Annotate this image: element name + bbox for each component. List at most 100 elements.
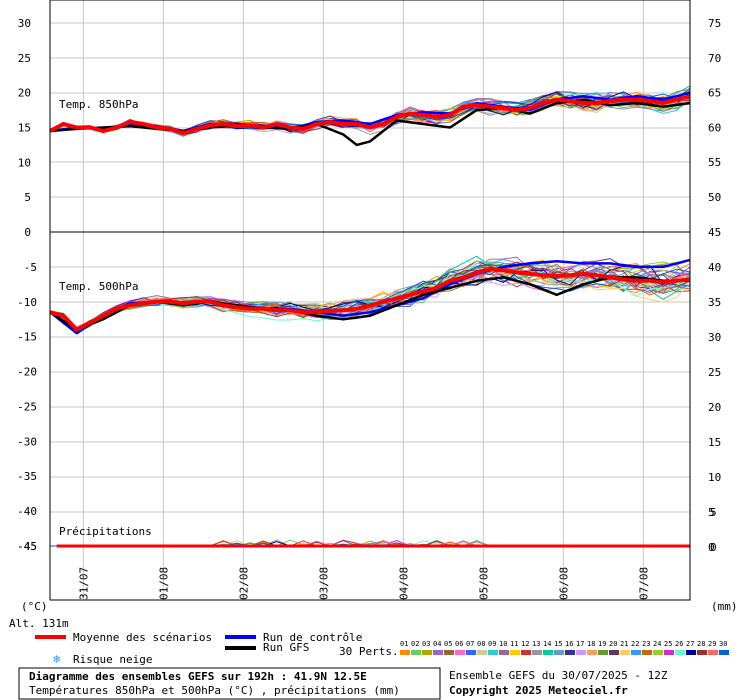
pert-swatch-13 xyxy=(532,650,542,655)
tick-label-right-500: 30 xyxy=(708,331,721,344)
pert-swatch-08 xyxy=(477,650,487,655)
tick-label-right-500: 5 xyxy=(708,506,715,519)
pert-swatch-03 xyxy=(422,650,432,655)
axis-ticks: 302520151050757065605550-5-10-15-20-25-3… xyxy=(17,17,721,600)
pert-number-24: 24 xyxy=(653,640,661,648)
tick-label-right-precip: 5 xyxy=(710,506,717,519)
pert-swatch-29 xyxy=(708,650,718,655)
tick-label-right-850: 60 xyxy=(708,121,721,134)
pert-swatch-01 xyxy=(400,650,410,655)
pert-swatch-07 xyxy=(466,650,476,655)
tick-label-left-500: -30 xyxy=(17,435,37,448)
pert-swatch-24 xyxy=(653,650,663,655)
footer-title: Diagramme des ensembles GEFS sur 192h : … xyxy=(29,670,367,683)
pert-number-15: 15 xyxy=(554,640,562,648)
series-line-850-0 xyxy=(49,94,691,136)
series-lines xyxy=(49,91,691,548)
tick-label-left-500: -10 xyxy=(17,296,37,309)
pert-swatch-04 xyxy=(433,650,443,655)
tick-label-left-850: 0 xyxy=(24,226,31,239)
pert-swatch-25 xyxy=(664,650,674,655)
pert-number-02: 02 xyxy=(411,640,419,648)
tick-label-left-850: 15 xyxy=(18,122,31,135)
pert-swatch-02 xyxy=(411,650,421,655)
x-tick-label: 04/08 xyxy=(397,567,410,600)
pert-number-12: 12 xyxy=(521,640,529,648)
tick-label-right-850: 65 xyxy=(708,87,721,100)
pert-number-25: 25 xyxy=(664,640,672,648)
x-tick-label: 05/08 xyxy=(477,567,490,600)
tick-label-left-850: 25 xyxy=(18,52,31,65)
panel-label-500: Temp. 500hPa xyxy=(59,280,138,293)
pert-swatch-22 xyxy=(631,650,641,655)
pert-number-30: 30 xyxy=(719,640,727,648)
tick-label-left-850: 10 xyxy=(18,156,31,169)
tick-label-right-500: 15 xyxy=(708,436,721,449)
tick-label-left-850: 20 xyxy=(18,87,31,100)
tick-label-left-500: -15 xyxy=(17,331,37,344)
pert-number-20: 20 xyxy=(609,640,617,648)
snowflake-icon: ❄ xyxy=(53,652,60,666)
pert-number-10: 10 xyxy=(499,640,507,648)
tick-label-right-500: 45 xyxy=(708,226,721,239)
pert-number-04: 04 xyxy=(433,640,441,648)
tick-label-right-500: 10 xyxy=(708,471,721,484)
pert-number-23: 23 xyxy=(642,640,650,648)
pert-swatch-26 xyxy=(675,650,685,655)
perts-legend-label: 30 Perts. xyxy=(339,645,399,658)
altitude-label: Alt. 131m xyxy=(9,617,69,630)
plot-frame xyxy=(49,0,691,601)
x-tick-label: 31/07 xyxy=(77,567,90,600)
tick-label-right-500: 35 xyxy=(708,296,721,309)
pert-number-19: 19 xyxy=(598,640,606,648)
tick-label-right-850: 55 xyxy=(708,156,721,169)
pert-swatch-06 xyxy=(455,650,465,655)
pert-swatch-14 xyxy=(543,650,553,655)
x-tick-label: 02/08 xyxy=(237,567,250,600)
pert-swatch-18 xyxy=(587,650,597,655)
pert-swatch-30 xyxy=(719,650,729,655)
x-tick-label: 06/08 xyxy=(557,567,570,600)
pert-number-14: 14 xyxy=(543,640,551,648)
panel-label-850: Temp. 850hPa xyxy=(59,98,138,111)
pert-swatch-12 xyxy=(521,650,531,655)
pert-number-21: 21 xyxy=(620,640,628,648)
panel-frames xyxy=(49,0,691,601)
tick-label-right-precip: 0 xyxy=(710,541,717,554)
left-unit-label: (°C) xyxy=(21,600,48,613)
tick-label-right-850: 75 xyxy=(708,17,721,30)
pert-number-08: 08 xyxy=(477,640,485,648)
pert-swatch-11 xyxy=(510,650,520,655)
tick-label-left-precip: -45 xyxy=(17,540,37,553)
tick-label-right-500: 20 xyxy=(708,401,721,414)
pert-line-500 xyxy=(49,266,691,330)
pert-number-18: 18 xyxy=(587,640,595,648)
pert-swatch-21 xyxy=(620,650,630,655)
snow-legend-label: Risque neige xyxy=(73,653,152,666)
panel-label-precip: Précipitations xyxy=(59,525,152,538)
tick-label-left-850: 5 xyxy=(24,191,31,204)
mean-legend-label: Moyenne des scénarios xyxy=(73,631,212,644)
legend: Moyenne des scénarios Run de contrôle Ru… xyxy=(35,631,729,666)
pert-number-07: 07 xyxy=(466,640,474,648)
tick-label-right-500: 25 xyxy=(708,366,721,379)
series-line-500-0 xyxy=(49,267,691,332)
grid xyxy=(50,0,690,600)
gfs-legend-label: Run GFS xyxy=(263,641,309,654)
pert-number-06: 06 xyxy=(455,640,463,648)
pert-line-500 xyxy=(49,264,691,333)
pert-swatch-05 xyxy=(444,650,454,655)
pert-number-26: 26 xyxy=(675,640,683,648)
pert-swatch-10 xyxy=(499,650,509,655)
pert-swatch-20 xyxy=(609,650,619,655)
pert-swatch-19 xyxy=(598,650,608,655)
tick-label-right-500: 40 xyxy=(708,261,721,274)
tick-label-right-850: 70 xyxy=(708,52,721,65)
pert-swatch-17 xyxy=(576,650,586,655)
pert-number-28: 28 xyxy=(697,640,705,648)
x-tick-label: 07/08 xyxy=(637,567,650,600)
run-info: Ensemble GEFS du 30/07/2025 - 12Z xyxy=(449,669,668,682)
pert-number-29: 29 xyxy=(708,640,716,648)
tick-label-left-850: 30 xyxy=(18,17,31,30)
tick-label-right-500: 0 xyxy=(708,541,715,554)
